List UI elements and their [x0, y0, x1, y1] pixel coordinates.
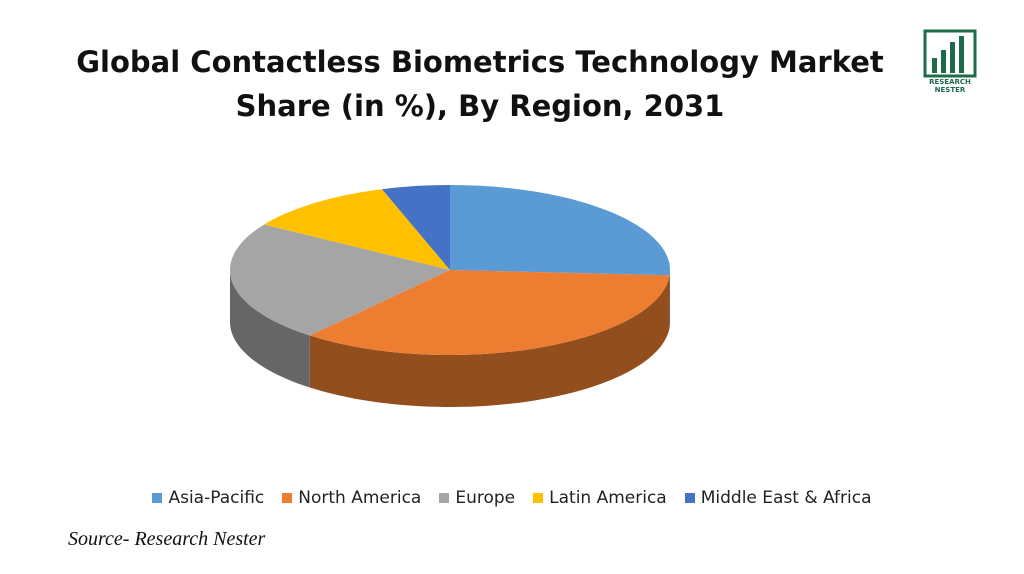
logo-text: NESTER [935, 86, 966, 94]
slice [309, 270, 670, 355]
legend-swatch [533, 493, 544, 503]
logo-frame [923, 29, 977, 78]
legend-item: Asia-Pacific [152, 488, 264, 508]
legend-label: Middle East & Africa [700, 488, 872, 508]
legend-item: Middle East & Africa [684, 488, 872, 508]
logo-bar [959, 36, 964, 73]
slice [230, 224, 450, 336]
chart-title: Global Contactless Biometrics Technology… [76, 45, 884, 123]
logo: RESEARCH NESTER [923, 29, 977, 94]
legend: Asia-Pacific North America Europe Latin Ame… [0, 488, 1024, 508]
slice-side [230, 270, 310, 388]
slice-side [309, 275, 670, 407]
logo-text: RESEARCH [929, 78, 971, 86]
logo-bar [932, 58, 937, 73]
legend-item: Latin America [533, 488, 667, 508]
source: Source- Research Nester [68, 528, 266, 550]
logo-bar [950, 42, 955, 73]
legend-swatch [152, 493, 163, 503]
legend-label: Europe [455, 488, 516, 508]
legend-swatch [282, 493, 293, 503]
legend-swatch [684, 493, 695, 503]
slice [450, 185, 670, 276]
slice [382, 185, 450, 270]
legend-label: Asia-Pacific [168, 488, 265, 508]
logo-bar [941, 50, 946, 73]
slice [264, 189, 450, 270]
legend-label: Latin America [549, 488, 667, 508]
legend-item: North America [282, 488, 421, 508]
legend-item: Europe [439, 488, 515, 508]
legend-label: North America [298, 488, 422, 508]
legend-swatch [439, 493, 450, 503]
